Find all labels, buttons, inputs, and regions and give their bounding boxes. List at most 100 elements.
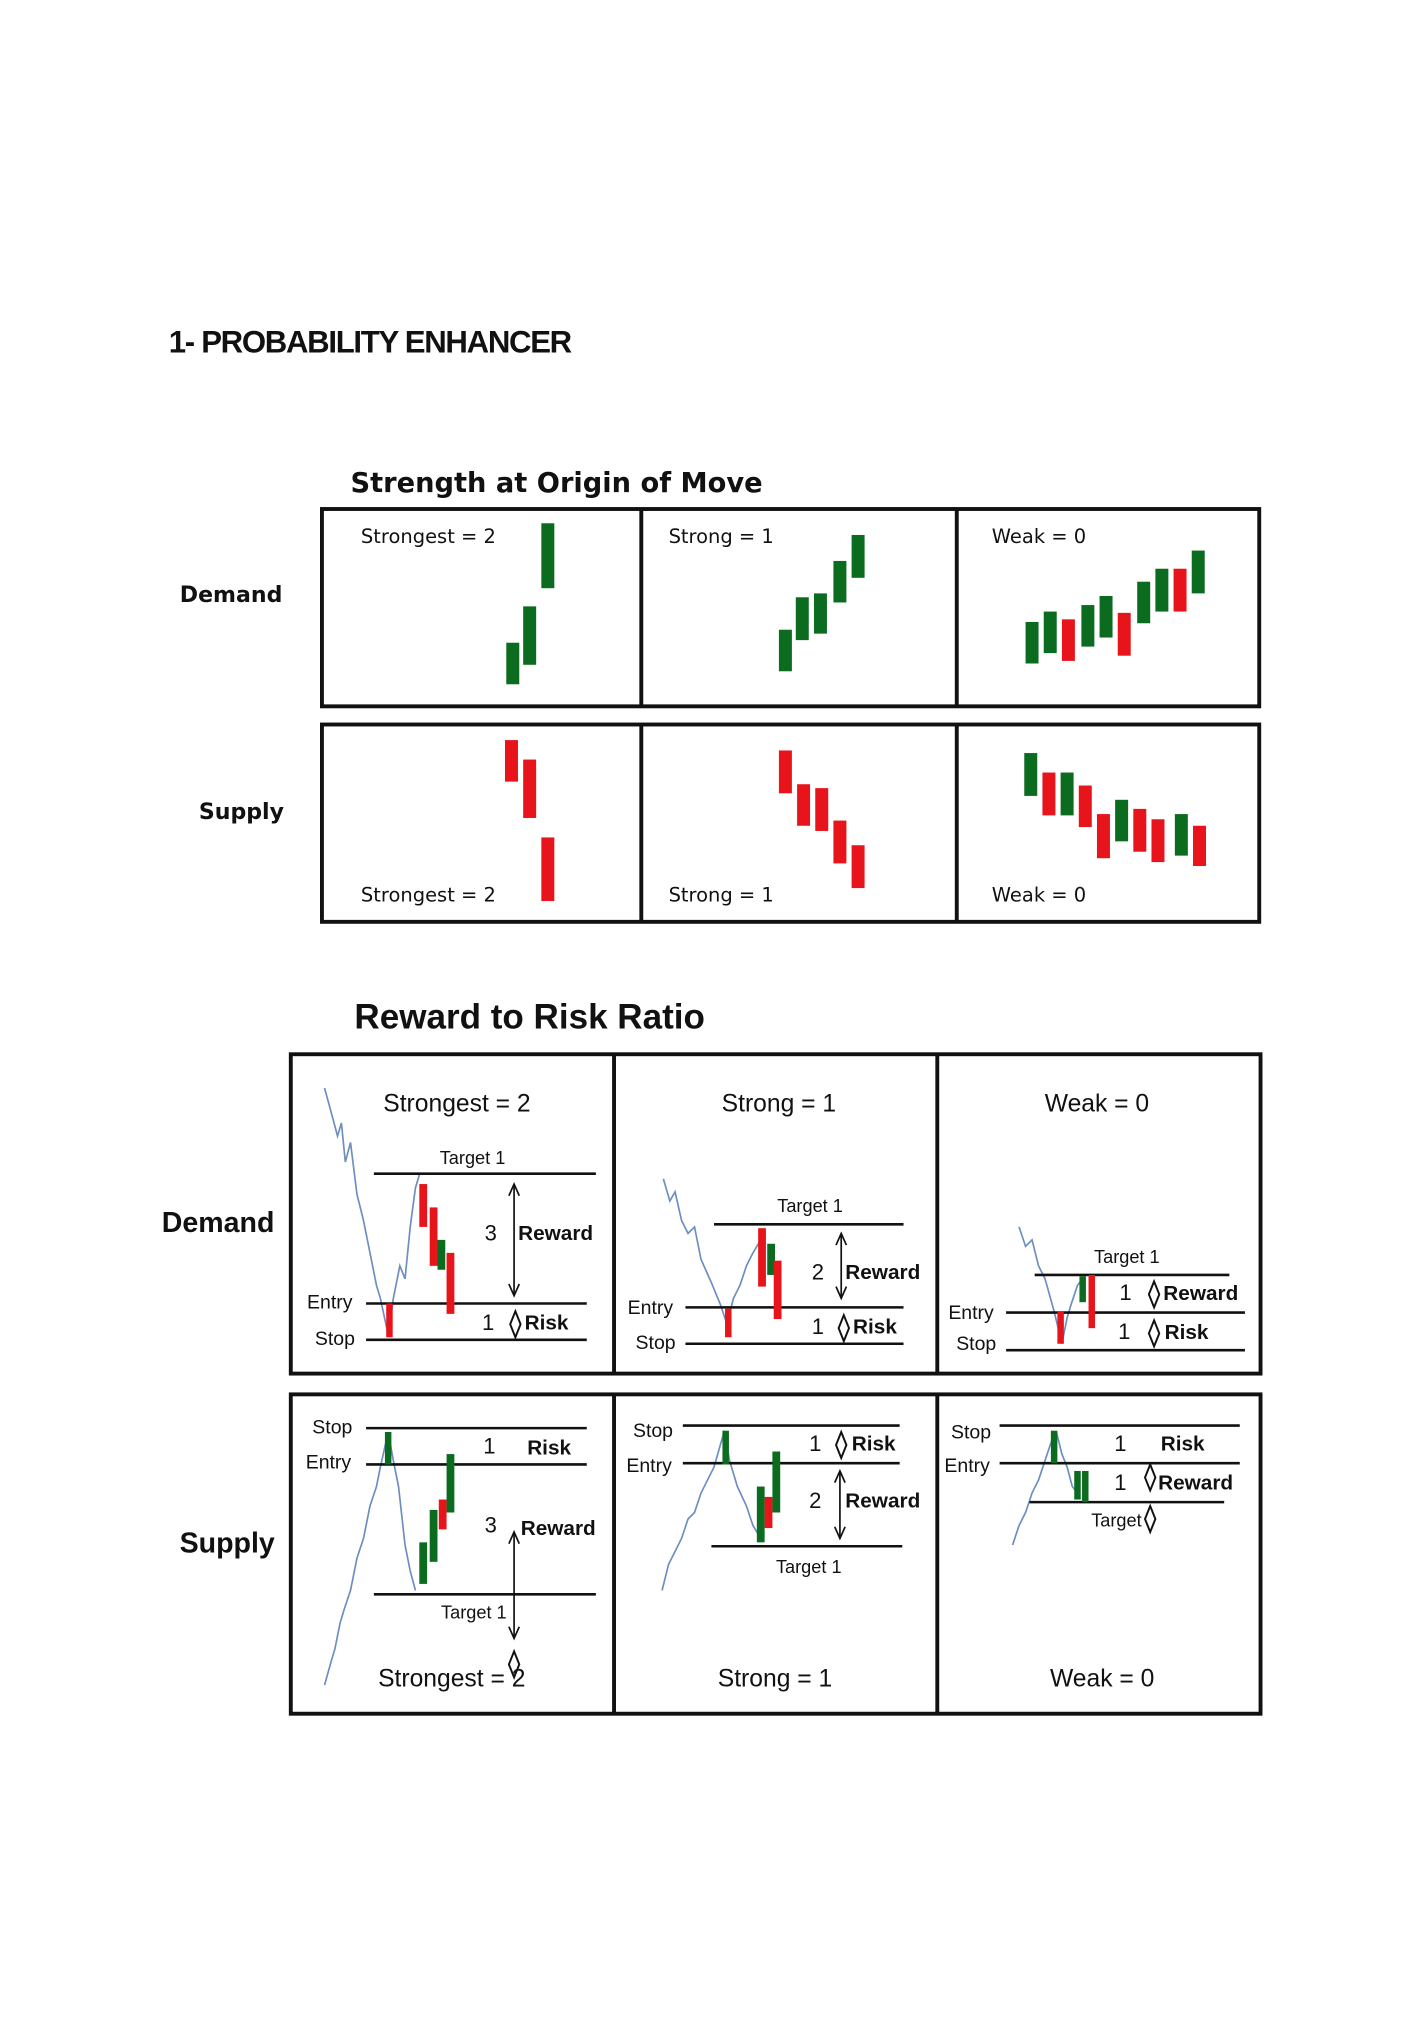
price-line <box>1011 1431 1079 1546</box>
arrow-head <box>508 1181 521 1197</box>
price-line <box>323 1087 421 1335</box>
candle <box>773 1260 782 1320</box>
panel-target: Target 1 <box>441 1603 507 1623</box>
price-line <box>662 1178 762 1328</box>
candle <box>1117 612 1131 656</box>
panel-stop: Stop <box>951 1421 991 1443</box>
row-label: Supply <box>180 1528 275 1560</box>
candle <box>1088 1274 1096 1329</box>
diamond <box>1143 1503 1157 1535</box>
candle <box>1133 808 1147 852</box>
row-label: Demand <box>162 1207 275 1239</box>
candle <box>419 1542 428 1584</box>
panel-entry: Entry <box>626 1455 672 1477</box>
candle <box>772 1451 781 1513</box>
panel-risk: Risk <box>853 1316 897 1339</box>
candle <box>1155 568 1169 612</box>
panel-risk: Risk <box>852 1432 896 1455</box>
panel-risk: Risk <box>1165 1321 1209 1344</box>
figure-title: Strength at Origin of Move <box>351 468 763 499</box>
panel-entry: Entry <box>628 1297 674 1319</box>
cell-label: Strongest = 2 <box>361 525 496 548</box>
panel-reward: Reward <box>518 1222 593 1245</box>
panel-reward: Reward <box>845 1261 920 1284</box>
candle <box>767 1243 776 1275</box>
panel-risk-ratio: 1 <box>809 1431 821 1456</box>
panel-title: Strong = 1 <box>722 1090 836 1117</box>
candle <box>851 534 865 578</box>
candle <box>725 1308 732 1338</box>
panel-reward: Reward <box>845 1490 920 1513</box>
panel-reward: Reward <box>1158 1471 1233 1494</box>
panel-reward: Reward <box>1163 1282 1238 1305</box>
candle <box>851 845 865 889</box>
candle <box>541 837 555 902</box>
panel-title: Strongest = 2 <box>378 1665 525 1692</box>
arrow-head <box>508 1529 521 1545</box>
candle <box>429 1509 438 1562</box>
candle <box>1081 605 1095 647</box>
candle <box>1025 621 1039 664</box>
panel-title: Strongest = 2 <box>383 1090 530 1117</box>
price-line <box>1018 1226 1084 1344</box>
candle <box>384 1432 392 1465</box>
candle <box>795 597 809 641</box>
panel-risk-ratio: 1 <box>812 1314 824 1339</box>
diamond <box>837 1312 851 1344</box>
panel-risk-ratio: 1 <box>1118 1319 1130 1344</box>
candle <box>1024 753 1038 796</box>
panel-risk: Risk <box>525 1312 569 1335</box>
panel-entry: Entry <box>307 1292 353 1314</box>
diamond <box>509 1308 522 1340</box>
candle <box>1174 814 1188 856</box>
row-label: Demand <box>180 583 283 608</box>
candle <box>778 750 792 794</box>
panel-entry: Entry <box>948 1302 994 1324</box>
candle <box>1193 825 1207 867</box>
panel-risk: Risk <box>527 1436 571 1459</box>
panel-title: Weak = 0 <box>1045 1090 1149 1117</box>
panel-stop: Stop <box>315 1328 355 1350</box>
diamond <box>507 1648 521 1680</box>
candle <box>437 1239 446 1270</box>
diamond <box>1143 1461 1157 1494</box>
candle <box>1079 1276 1086 1303</box>
diamond <box>1147 1278 1161 1311</box>
candle <box>1099 595 1113 638</box>
candle <box>1191 550 1205 594</box>
candle <box>1115 799 1129 842</box>
panel-risk-ratio: 1 <box>482 1310 494 1335</box>
candle <box>756 1486 765 1543</box>
panel-risk-ratio: 1 <box>1114 1431 1126 1456</box>
candle <box>506 642 520 685</box>
panel-stop: Stop <box>636 1332 676 1354</box>
candle <box>438 1499 447 1530</box>
heading: 1- PROBABILITY ENHANCER <box>169 324 572 359</box>
candle <box>541 523 555 589</box>
price-line <box>323 1431 417 1686</box>
cell-label: Strong = 1 <box>669 883 774 906</box>
panel-stop: Stop <box>312 1416 352 1438</box>
candle <box>1173 568 1187 612</box>
panel-reward-ratio: 1 <box>1119 1280 1131 1305</box>
panel-reward-ratio: 3 <box>485 1221 497 1246</box>
arrow-head <box>833 1468 846 1483</box>
candle <box>446 1454 455 1513</box>
figure-title: Reward to Risk Ratio <box>354 997 705 1036</box>
candle <box>1151 819 1165 863</box>
candle <box>419 1184 428 1227</box>
candle <box>1057 1311 1064 1344</box>
panel-target: Target <box>1091 1510 1141 1530</box>
candle <box>386 1303 393 1338</box>
arrow-head <box>833 1526 846 1541</box>
arrow-head <box>508 1626 521 1641</box>
panel-entry: Entry <box>944 1455 990 1477</box>
panel-risk: Risk <box>1161 1432 1205 1455</box>
panel-stop: Stop <box>633 1420 673 1442</box>
candle <box>1043 611 1057 654</box>
panel-entry: Entry <box>306 1451 352 1473</box>
panel-reward-ratio: 1 <box>1114 1470 1126 1495</box>
candle <box>764 1496 773 1529</box>
